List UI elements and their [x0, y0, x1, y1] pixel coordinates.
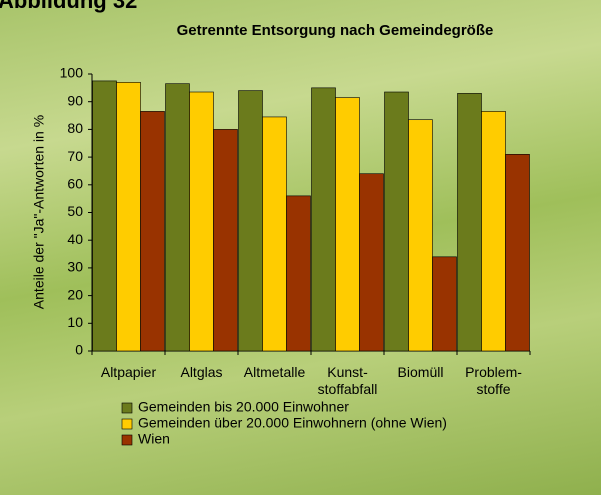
y-tick-label: 20: [67, 286, 83, 302]
page: Abbildung 32 Getrennte Entsorgung nach G…: [0, 0, 601, 495]
bar: [482, 111, 506, 351]
bar: [360, 174, 384, 351]
legend-swatch: [122, 403, 132, 413]
bar: [336, 98, 360, 351]
bar: [409, 120, 433, 351]
figure-label: Abbildung 32: [0, 0, 137, 13]
legend-swatch: [122, 419, 132, 429]
legend-label: Gemeinden bis 20.000 Einwohner: [138, 399, 349, 415]
bar: [239, 91, 263, 351]
chart-title: Getrennte Entsorgung nach Gemeindegröße: [177, 22, 494, 39]
y-tick-label: 80: [67, 120, 83, 136]
bar: [190, 92, 214, 351]
bar: [287, 196, 311, 351]
bar: [385, 92, 409, 351]
legend-swatch: [122, 435, 132, 445]
bar: [141, 111, 165, 351]
bar: [93, 81, 117, 351]
bar: [214, 129, 238, 351]
x-tick-label: Problem- stoffe: [449, 364, 539, 398]
y-tick-label: 10: [67, 314, 83, 330]
y-tick-label: 60: [67, 176, 83, 192]
y-tick-label: 90: [67, 92, 83, 108]
legend-label: Wien: [138, 431, 170, 447]
bar: [312, 88, 336, 351]
y-axis-label: Anteile der "Ja"-Antworten in %: [31, 115, 47, 309]
y-tick-label: 70: [67, 148, 83, 164]
y-tick-label: 40: [67, 231, 83, 247]
y-tick-label: 50: [67, 203, 83, 219]
bar: [263, 117, 287, 351]
bar: [458, 93, 482, 351]
y-tick-label: 30: [67, 259, 83, 275]
chart: Abbildung 32 Getrennte Entsorgung nach G…: [0, 0, 601, 495]
bar: [433, 257, 457, 351]
legend-label: Gemeinden über 20.000 Einwohnern (ohne W…: [138, 415, 447, 431]
bar: [166, 84, 190, 351]
y-tick-label: 0: [75, 342, 83, 358]
bar: [506, 154, 530, 351]
y-tick-label: 100: [60, 65, 84, 81]
bar: [117, 82, 141, 351]
